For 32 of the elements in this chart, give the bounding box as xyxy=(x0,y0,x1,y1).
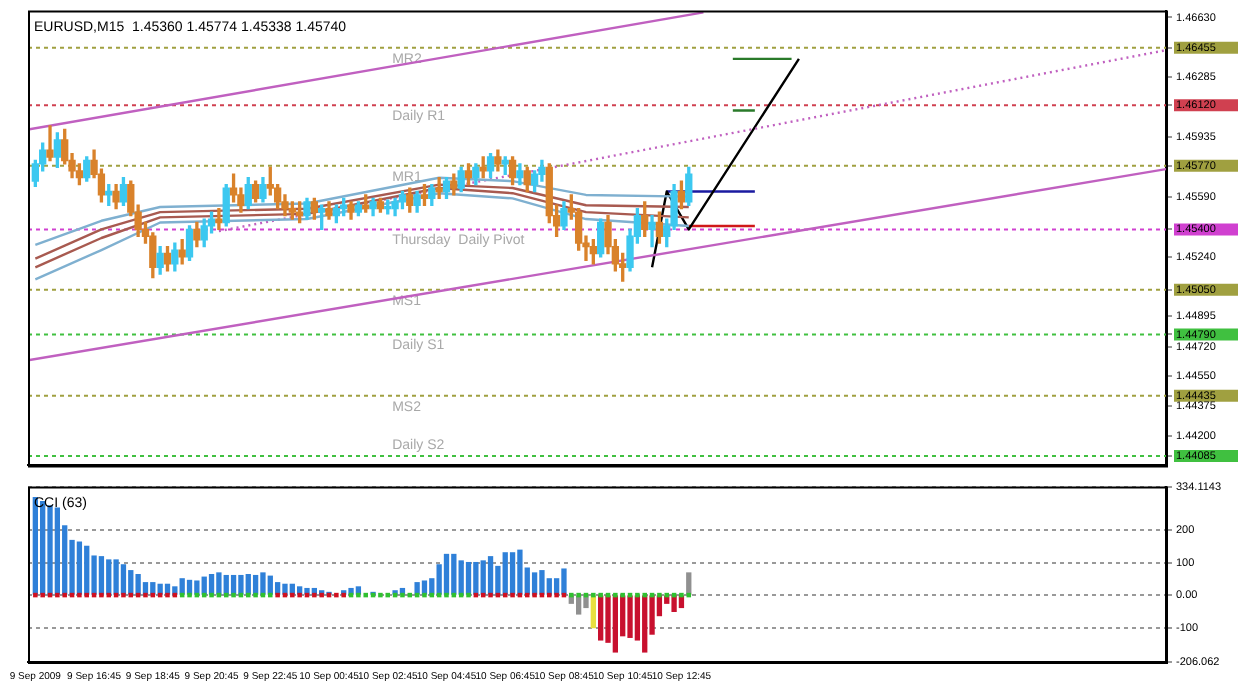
bar xyxy=(539,570,545,595)
bar xyxy=(473,561,479,595)
bar xyxy=(458,560,464,595)
bar xyxy=(98,556,105,595)
bar xyxy=(54,507,61,595)
bar xyxy=(480,560,486,595)
candlestick xyxy=(46,125,54,162)
bar xyxy=(451,553,457,595)
bar xyxy=(120,564,127,595)
bar xyxy=(517,549,523,595)
bar xyxy=(642,595,648,653)
candlestick xyxy=(215,208,223,231)
bar xyxy=(509,552,516,595)
bar xyxy=(106,559,112,595)
bar xyxy=(561,568,567,595)
bar xyxy=(612,595,619,653)
bar xyxy=(113,559,119,595)
bar xyxy=(487,556,494,595)
bar xyxy=(260,572,266,595)
bar xyxy=(84,545,90,595)
bar xyxy=(627,595,633,638)
candlestick xyxy=(648,214,656,248)
bar xyxy=(598,595,604,641)
candlestick xyxy=(435,177,443,200)
bar xyxy=(76,541,83,595)
bar xyxy=(135,573,141,595)
bar xyxy=(47,505,53,595)
bar xyxy=(194,580,200,595)
bar xyxy=(216,572,222,595)
bar xyxy=(671,595,677,612)
bar xyxy=(238,574,244,595)
bar xyxy=(502,552,508,595)
